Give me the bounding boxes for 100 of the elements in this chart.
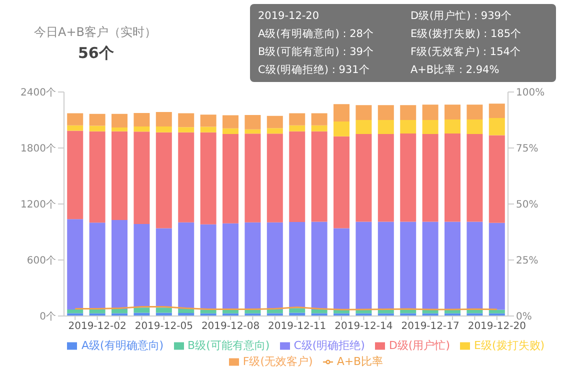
bar [200,310,216,314]
bar [334,136,350,228]
bar [444,134,461,222]
bar [178,113,194,128]
bar [178,309,194,314]
bar [67,125,84,131]
legend-label: C级(明确拒绝) [294,339,365,352]
bar [422,134,438,222]
y-tick-label: 0个 [40,310,56,323]
y2-tick-label: 100% [516,88,545,99]
bar [289,222,306,308]
legend-label: A级(有明确意向) [81,339,164,352]
bar [422,310,438,314]
bar [444,120,461,134]
bar [222,310,239,314]
bar [89,222,106,310]
bar [334,121,350,136]
bar [266,222,283,310]
bar [67,130,84,220]
bar [178,127,194,132]
chart-subtitle: 56个 [78,44,114,63]
bar [244,114,261,130]
bar [266,309,283,314]
y2-tick-label: 50% [516,200,538,211]
bar [200,132,216,224]
bar [266,116,283,128]
bar [356,120,372,134]
bar [244,310,261,314]
bar [156,132,172,228]
bar [134,126,150,132]
bar [112,131,128,220]
y-tick-label: 600个 [26,254,56,267]
bar [378,120,394,134]
bar [89,126,106,132]
bar [444,310,461,314]
bar [89,114,106,126]
text: E级(拨打失败) : 185个 [410,27,523,42]
text: D级(用户忙) : 939个 [410,9,513,24]
bar [134,132,150,224]
bar [289,308,306,313]
bar [356,105,372,120]
bar [178,222,194,309]
bar [400,105,416,120]
bar [67,219,84,310]
bar [200,114,216,127]
y2-tick-label: 25% [516,256,538,267]
bar [89,309,106,314]
bar [156,126,172,132]
bar [466,222,483,310]
bar [89,131,106,223]
bar [400,120,416,134]
bar [289,113,306,126]
bar [378,105,394,120]
legend-label: B级(可能有意向) [188,339,270,352]
legend-label: A+B比率 [336,355,384,368]
legend-label: F级(无效客户) [242,355,313,368]
bar [112,309,128,314]
bar [311,131,328,222]
bar [356,222,372,310]
bar [466,104,483,120]
bar [67,113,84,126]
bar [466,134,483,222]
bar [400,222,416,310]
bar [134,113,150,126]
text: A+B比率 : 2.94% [410,63,500,78]
bar [266,134,283,222]
bar [311,125,328,132]
bar [289,125,306,132]
x-tick-label: 2019-12-17 [401,321,460,332]
bar [200,224,216,310]
x-tick-label: 2019-12-08 [201,321,260,332]
bar [334,310,350,314]
bar [488,222,505,310]
bar [244,222,261,310]
bar [244,129,261,134]
bar [156,308,172,313]
bar [112,127,128,132]
y-tick-label: 2400个 [20,86,56,99]
bar [156,312,172,316]
bar [112,220,128,309]
bar [134,224,150,308]
y2-tick-label: 75% [516,144,538,155]
bar [466,120,483,134]
bar [266,128,283,134]
text: B级(可能有意向) : 39个 [258,45,375,60]
bar [289,312,306,316]
bar [222,115,239,128]
y-tick-label: 1800个 [20,142,56,155]
bar [488,135,505,223]
bar [488,310,505,314]
bar [311,309,328,314]
bar [488,104,505,118]
bar [488,118,505,136]
bar [400,134,416,222]
bar [244,134,261,222]
bar [356,134,372,222]
bar [422,104,438,120]
bar [67,309,84,314]
bar [112,114,128,128]
chart-title: 今日A+B客户（实时） [34,24,156,41]
